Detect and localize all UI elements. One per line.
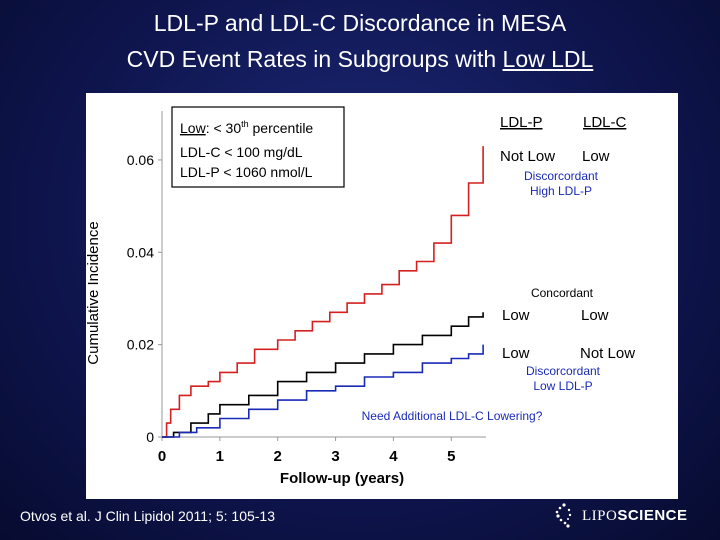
x-axis-label: Follow-up (years) — [280, 470, 404, 487]
high-group-label-2: High LDL-P — [530, 184, 592, 198]
definition-line1: Low: < 30th percentile — [180, 119, 313, 136]
liposcience-logo: LIPOSCIENCE — [552, 500, 688, 532]
concordant-label: Concordant — [531, 286, 594, 300]
helix-icon — [555, 503, 572, 528]
definition-percentile: percentile — [249, 120, 314, 136]
low-ldlc-value: Not Low — [580, 345, 635, 362]
logo-suffix: SCIENCE — [617, 507, 688, 524]
low-group-label-1: Discorcordant — [526, 364, 601, 378]
logo-prefix: LIPO — [582, 508, 618, 524]
x-tick-label: 2 — [274, 448, 282, 465]
x-tick-label: 0 — [158, 448, 166, 465]
x-tick-label: 3 — [331, 448, 339, 465]
low-ldlp-value: Low — [502, 345, 530, 362]
y-ticks: 0 0.02 0.04 0.06 — [127, 152, 162, 445]
definition-threshold: : < 30 — [206, 120, 242, 136]
citation: Otvos et al. J Clin Lipidol 2011; 5: 105… — [20, 508, 276, 524]
subtitle-prefix: CVD Event Rates in Subgroups with — [126, 46, 503, 72]
definition-box: Low: < 30th percentile LDL-C < 100 mg/dL… — [171, 106, 345, 188]
question-label: Need Additional LDL-C Lowering? — [362, 409, 543, 423]
high-ldlc-value: Low — [582, 148, 610, 165]
series-line-discordant-high — [162, 146, 484, 438]
subgroup-table: LDL-P LDL-C Not Low Low Low Low Low Not … — [500, 114, 635, 362]
y-tick-label: 0.02 — [127, 337, 154, 353]
conc-ldlp-value: Low — [502, 307, 530, 324]
chart-panel: 0 0.02 0.04 0.06 0 1 2 3 4 5 Cumulative Incidenc… — [86, 93, 678, 499]
x-tick-label: 4 — [389, 448, 398, 465]
y-tick-label: 0.06 — [127, 152, 154, 168]
series-layer — [162, 146, 484, 438]
x-ticks: 0 1 2 3 4 5 — [158, 437, 455, 465]
x-tick-label: 1 — [216, 448, 224, 465]
logo-text: LIPOSCIENCE — [582, 507, 688, 525]
definition-line3: LDL-P < 1060 nmol/L — [180, 164, 313, 180]
slide-subtitle: CVD Event Rates in Subgroups with Low LD… — [0, 44, 720, 74]
definition-sup: th — [241, 119, 249, 129]
definition-line2: LDL-C < 100 mg/dL — [180, 144, 303, 160]
y-axis-label: Cumulative Incidence — [86, 221, 102, 364]
conc-ldlc-value: Low — [581, 307, 609, 324]
table-header-ldlc: LDL-C — [583, 114, 627, 131]
y-tick-label: 0.04 — [127, 244, 154, 260]
axis-layer — [161, 111, 486, 438]
x-tick-label: 5 — [447, 448, 455, 465]
subtitle-emphasis: Low LDL — [502, 46, 594, 72]
low-group-label-2: Low LDL-P — [533, 379, 592, 393]
incidence-chart: 0 0.02 0.04 0.06 0 1 2 3 4 5 Cumulative Incidenc… — [86, 106, 635, 487]
series-line-concordant — [162, 312, 484, 438]
y-tick-label: 0 — [146, 429, 154, 445]
series-line-discordant-low — [162, 344, 484, 438]
slide-title: LDL-P and LDL-C Discordance in MESA — [153, 10, 567, 36]
definition-box-frame — [171, 106, 345, 188]
high-group-label-1: Discorcordant — [524, 169, 599, 183]
annotations: Discorcordant High LDL-P Concordant Disc… — [362, 169, 601, 423]
high-ldlp-value: Not Low — [500, 148, 555, 165]
definition-low-word: Low — [180, 120, 207, 136]
table-header-ldlp: LDL-P — [500, 114, 543, 131]
